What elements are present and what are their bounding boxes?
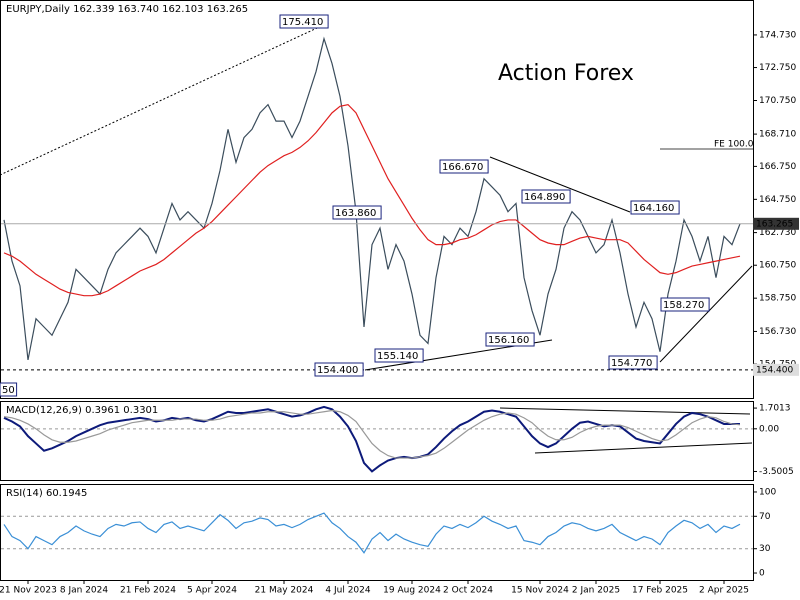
y-tick-label: 168.710 <box>759 130 796 140</box>
x-tick-label: 4 Jul 2024 <box>325 586 370 596</box>
x-tick-label: 5 Apr 2024 <box>187 586 237 596</box>
annotation-box <box>521 189 571 204</box>
x-tick-label: 15 Nov 2024 <box>511 586 569 596</box>
annotation-box <box>279 14 329 29</box>
y-tick-label: 170.750 <box>759 96 796 106</box>
y-tick-label: 0 <box>759 569 765 579</box>
trend-line <box>659 265 753 363</box>
x-tick-label: 8 Jan 2024 <box>60 586 108 596</box>
annotation-box <box>439 159 489 174</box>
x-tick-label: 17 Feb 2025 <box>632 586 688 596</box>
annotation: 156.160 <box>488 335 529 346</box>
y-tick-label: -3.5005 <box>759 467 794 477</box>
series-line <box>3 512 741 554</box>
y-tick-label: 172.750 <box>759 63 796 73</box>
price-marker-label: 154.400 <box>756 365 793 375</box>
y-tick-label: 100 <box>759 487 776 497</box>
annotation: 164.890 <box>524 192 565 203</box>
annotation: 155.140 <box>377 351 418 362</box>
annotation-box <box>374 348 424 363</box>
y-tick-label: 162.730 <box>759 228 796 238</box>
x-tick-label: 2 Apr 2025 <box>699 586 749 596</box>
series-line <box>3 103 741 297</box>
trend-line <box>499 407 751 415</box>
trend-line <box>534 442 753 454</box>
x-tick-label: 21 May 2024 <box>255 586 314 596</box>
annotation: 154.770 <box>611 358 652 369</box>
annotation-box <box>0 382 18 397</box>
y-tick-label: 160.750 <box>759 261 796 271</box>
annotation-box <box>485 332 535 347</box>
series-line <box>3 405 741 473</box>
y-tick-label: 174.730 <box>759 30 796 40</box>
annotation: 175.410 <box>282 17 323 28</box>
rsi-panel <box>0 484 754 581</box>
x-tick-label: 2 Jan 2025 <box>572 586 620 596</box>
chart-title: EURJPY,Daily 162.339 163.740 162.103 163… <box>6 4 248 15</box>
series-line <box>3 409 741 459</box>
price-marker <box>753 217 799 230</box>
y-tick-label: 30 <box>759 544 771 554</box>
price-marker-label: 163.265 <box>756 219 793 229</box>
x-tick-label: 21 Nov 2023 <box>0 586 57 596</box>
x-tick-label: 2 Oct 2024 <box>443 586 493 596</box>
macd-title: MACD(12,26,9) 0.3961 0.3301 <box>6 405 158 416</box>
rsi-title: RSI(14) 60.1945 <box>6 488 87 499</box>
y-tick-label: 158.750 <box>759 294 796 304</box>
annotation-box <box>332 205 382 220</box>
annotation-box <box>660 297 710 312</box>
annotation: 164.160 <box>633 203 674 214</box>
series-line <box>3 36 741 361</box>
y-tick-label: 0.00 <box>759 424 779 434</box>
y-tick-label: 156.730 <box>759 327 796 337</box>
annotation: 166.670 <box>442 162 483 173</box>
annotation: 158.270 <box>663 300 704 311</box>
x-tick-label: 19 Aug 2024 <box>383 586 441 596</box>
annotation: 154.400 <box>317 365 358 376</box>
x-tick-label: 21 Feb 2024 <box>120 586 176 596</box>
fe-label: FE 100.0 <box>714 140 754 150</box>
annotation: 163.860 <box>335 208 376 219</box>
annotation: 50 <box>2 385 15 396</box>
y-tick-label: 70 <box>759 512 771 522</box>
watermark: Action Forex <box>498 61 634 86</box>
y-tick-label: 166.750 <box>759 162 796 172</box>
y-tick-label: 164.750 <box>759 195 796 205</box>
y-tick-label: 1.7013 <box>759 404 791 414</box>
trend-line <box>489 156 631 213</box>
annotation-box <box>608 355 658 370</box>
annotation-box <box>630 200 680 215</box>
annotation-box <box>314 362 364 377</box>
price-marker <box>753 363 799 376</box>
macd-panel <box>0 401 754 481</box>
trend-line <box>0 21 331 176</box>
